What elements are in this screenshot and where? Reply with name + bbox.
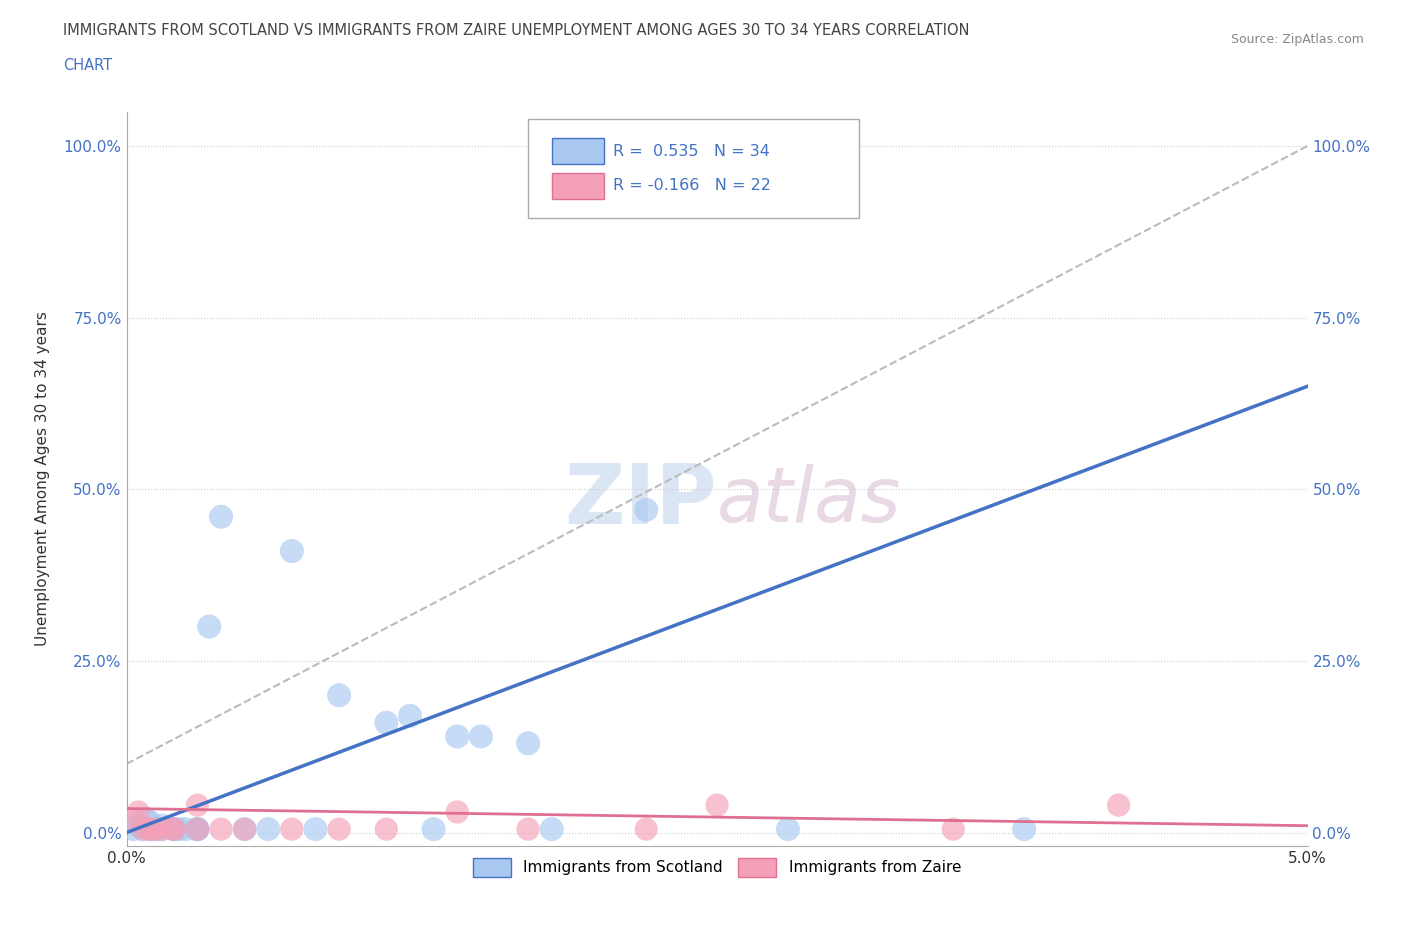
- Point: [163, 822, 186, 837]
- Point: [470, 729, 492, 744]
- Point: [143, 822, 166, 837]
- Text: IMMIGRANTS FROM SCOTLAND VS IMMIGRANTS FROM ZAIRE UNEMPLOYMENT AMONG AGES 30 TO : IMMIGRANTS FROM SCOTLAND VS IMMIGRANTS F…: [63, 23, 970, 38]
- FancyBboxPatch shape: [551, 173, 603, 199]
- Point: [375, 715, 398, 730]
- Point: [146, 822, 169, 837]
- Point: [143, 822, 166, 837]
- Point: [122, 822, 145, 837]
- Point: [139, 815, 162, 830]
- Point: [233, 822, 256, 837]
- Y-axis label: Unemployment Among Ages 30 to 34 years: Unemployment Among Ages 30 to 34 years: [35, 312, 49, 646]
- Text: R =  0.535   N = 34: R = 0.535 N = 34: [613, 144, 770, 159]
- Point: [399, 709, 422, 724]
- Point: [132, 822, 155, 837]
- Point: [328, 822, 350, 837]
- Point: [328, 688, 350, 703]
- Point: [122, 811, 145, 826]
- Point: [209, 822, 232, 837]
- Point: [186, 822, 208, 837]
- Text: Source: ZipAtlas.com: Source: ZipAtlas.com: [1230, 33, 1364, 46]
- Point: [186, 798, 208, 813]
- Point: [422, 822, 444, 837]
- Point: [163, 822, 186, 837]
- Text: R = -0.166   N = 22: R = -0.166 N = 22: [613, 179, 770, 193]
- Point: [233, 822, 256, 837]
- Point: [636, 822, 658, 837]
- Point: [150, 822, 173, 837]
- Point: [186, 822, 208, 837]
- FancyBboxPatch shape: [529, 119, 859, 219]
- Point: [281, 544, 304, 559]
- Point: [517, 736, 540, 751]
- Point: [186, 822, 208, 837]
- Point: [139, 822, 162, 837]
- Point: [636, 502, 658, 517]
- Point: [281, 822, 304, 837]
- Point: [139, 822, 162, 837]
- Point: [304, 822, 326, 837]
- Point: [134, 811, 156, 826]
- Text: atlas: atlas: [717, 464, 901, 538]
- Legend: Immigrants from Scotland, Immigrants from Zaire: Immigrants from Scotland, Immigrants fro…: [467, 852, 967, 883]
- Point: [127, 804, 149, 819]
- Point: [375, 822, 398, 837]
- FancyBboxPatch shape: [551, 138, 603, 165]
- Point: [198, 619, 221, 634]
- Point: [776, 822, 799, 837]
- Point: [517, 822, 540, 837]
- Point: [150, 818, 173, 833]
- Point: [167, 822, 190, 837]
- Point: [1108, 798, 1130, 813]
- Text: CHART: CHART: [63, 58, 112, 73]
- Point: [127, 818, 149, 833]
- Text: ZIP: ZIP: [565, 460, 717, 541]
- Point: [174, 822, 197, 837]
- Point: [446, 804, 468, 819]
- Point: [163, 822, 186, 837]
- Point: [150, 822, 173, 837]
- Point: [257, 822, 280, 837]
- Point: [706, 798, 728, 813]
- Point: [540, 822, 562, 837]
- Point: [186, 822, 208, 837]
- Point: [209, 510, 232, 525]
- Point: [132, 822, 155, 837]
- Point: [1012, 822, 1035, 837]
- Point: [942, 822, 965, 837]
- Point: [446, 729, 468, 744]
- Point: [163, 822, 186, 837]
- Point: [139, 822, 162, 837]
